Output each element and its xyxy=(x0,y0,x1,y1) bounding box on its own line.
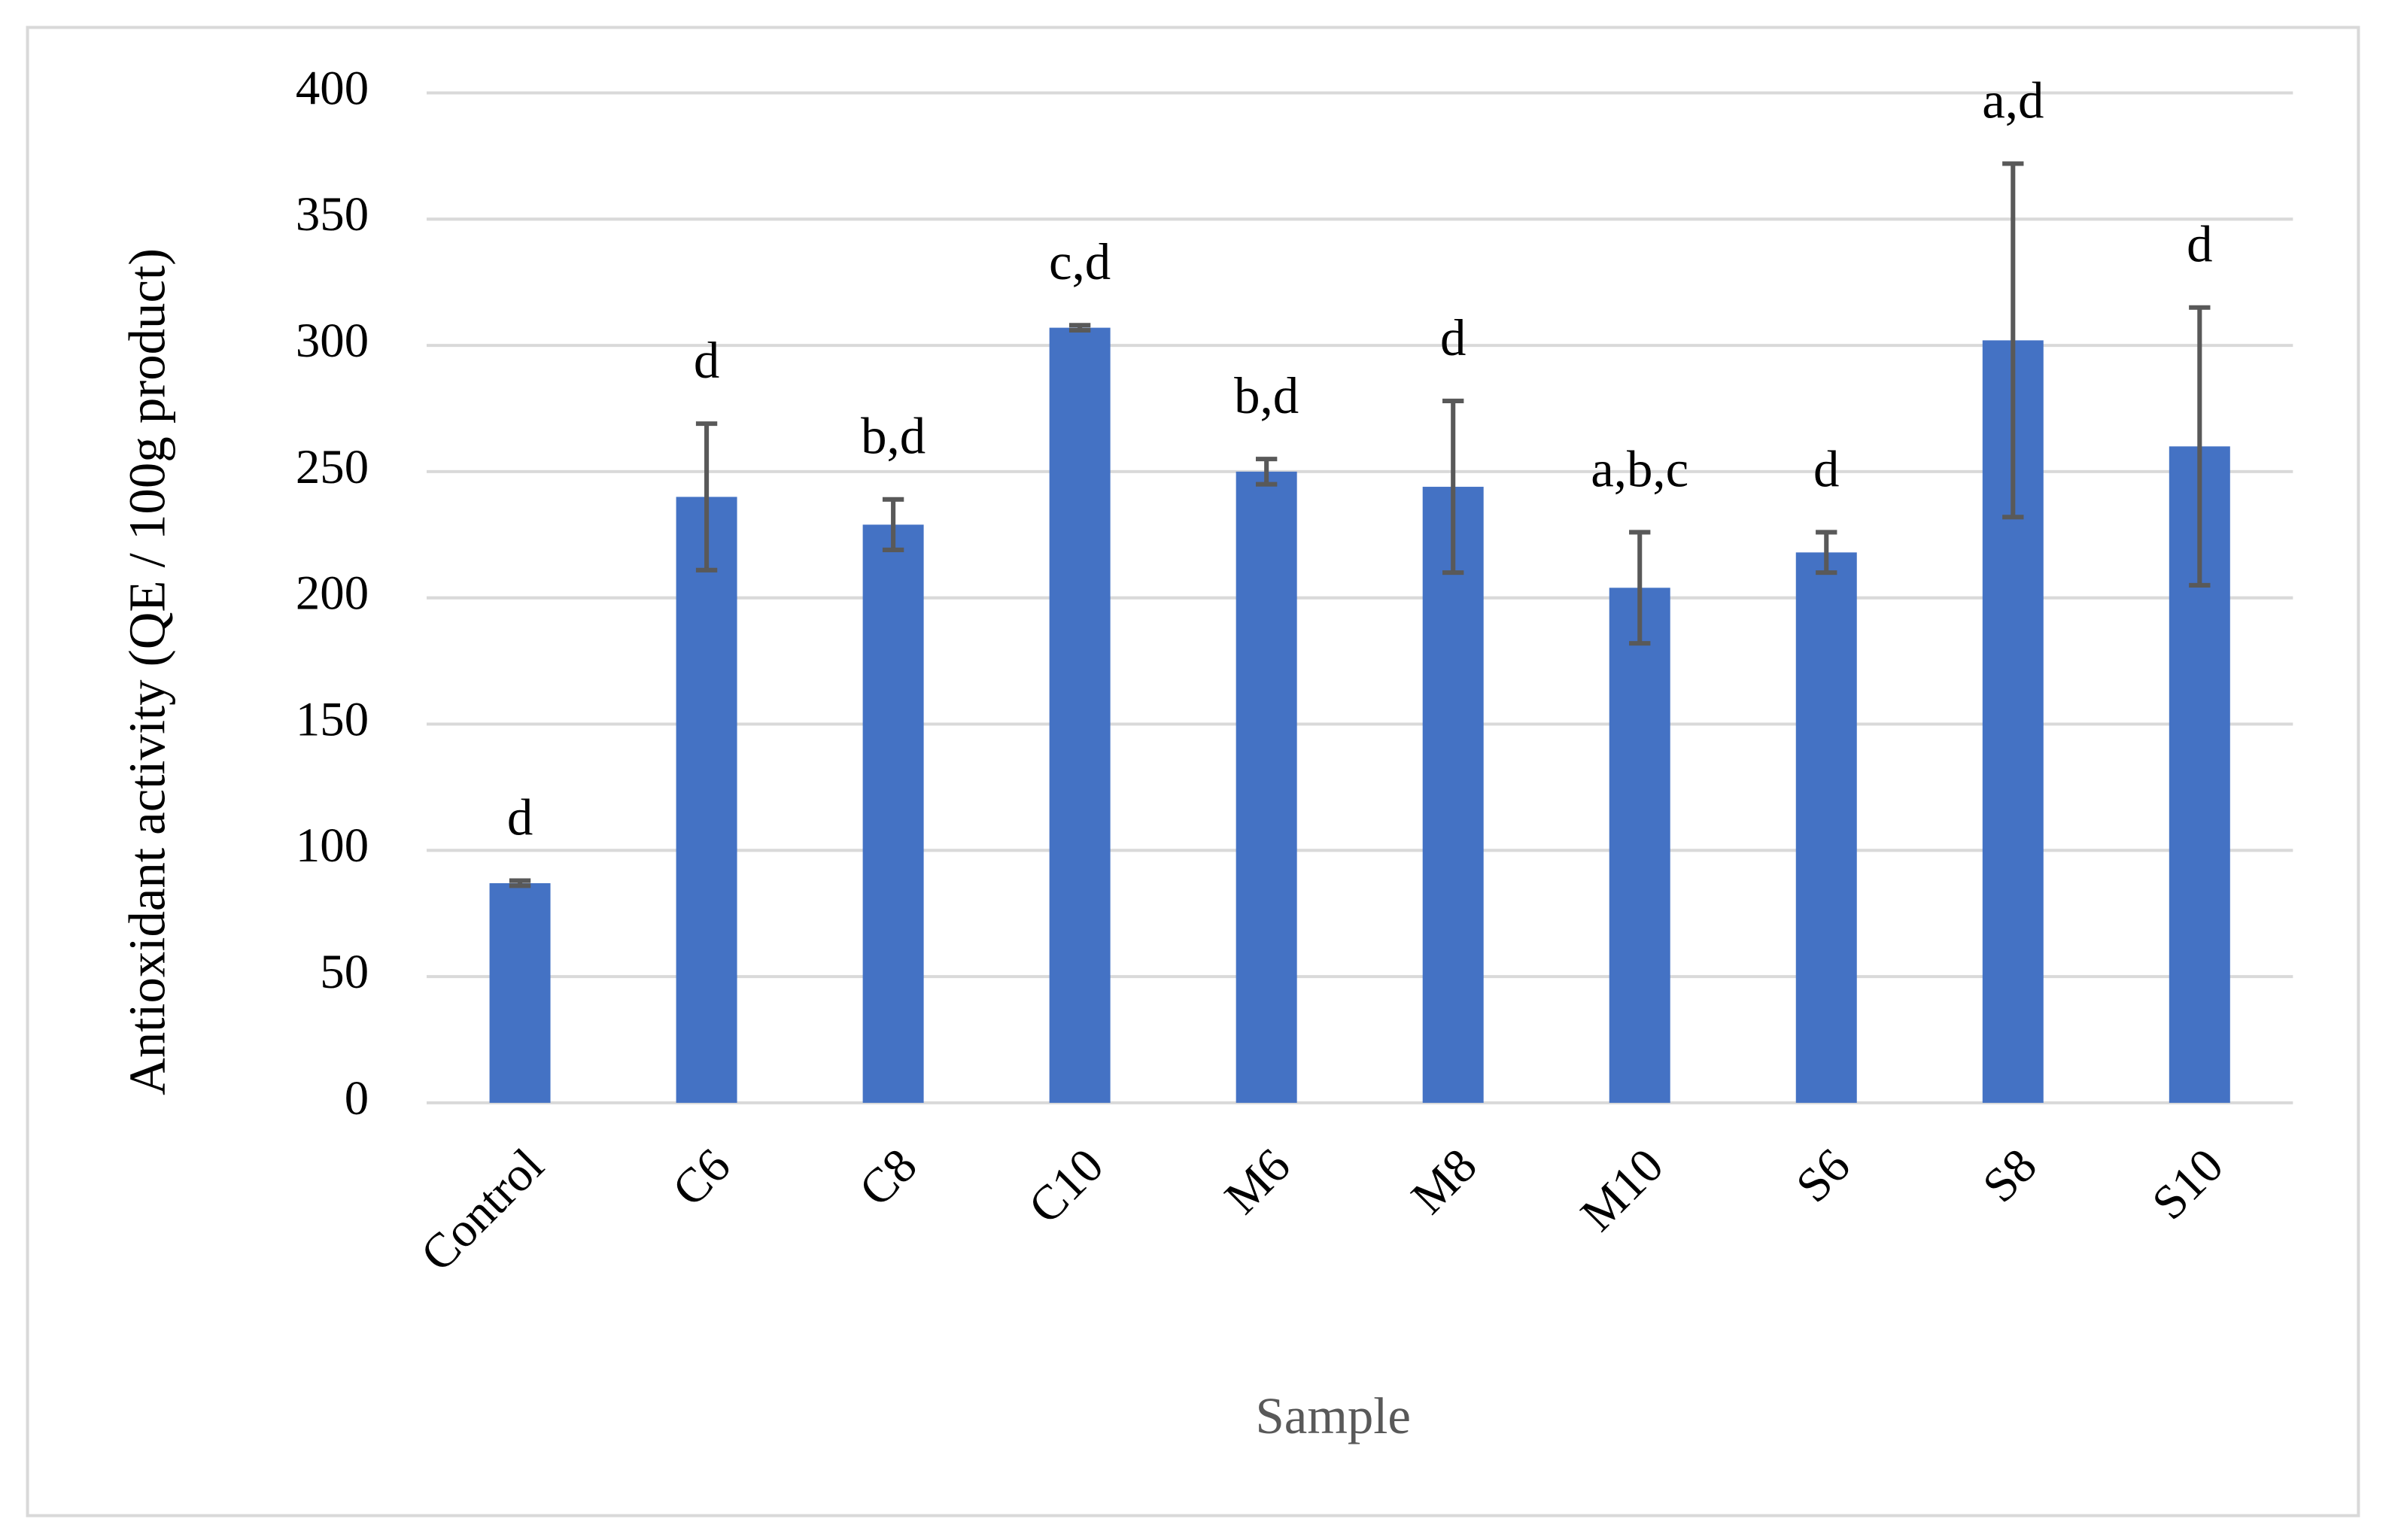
error-bar xyxy=(695,421,718,573)
y-tick-label: 250 xyxy=(296,440,369,494)
y-tick-label: 0 xyxy=(345,1071,369,1125)
annotation: b,d xyxy=(1234,367,1299,424)
bar xyxy=(1236,471,1297,1103)
x-axis-title: Sample xyxy=(1256,1387,1411,1444)
y-tick-label: 50 xyxy=(320,945,369,999)
bar xyxy=(1422,487,1484,1103)
bar xyxy=(862,524,924,1103)
annotation: d xyxy=(694,332,719,389)
error-bar xyxy=(509,878,531,888)
bar xyxy=(676,497,737,1103)
annotation: d xyxy=(1440,309,1466,366)
annotation: a,d xyxy=(1982,71,2044,129)
error-bar xyxy=(1816,530,1837,576)
annotation: d xyxy=(507,788,533,846)
error-bar xyxy=(882,497,904,552)
annotation: c,d xyxy=(1049,233,1111,290)
annotation: a,b,c xyxy=(1591,440,1688,497)
y-tick-label: 100 xyxy=(296,819,369,873)
y-tick-label: 200 xyxy=(296,566,369,621)
y-tick-label: 150 xyxy=(296,692,369,746)
annotation: d xyxy=(1813,440,1839,497)
bar xyxy=(489,882,551,1103)
bar xyxy=(1795,552,1857,1103)
y-tick-label: 350 xyxy=(296,187,369,241)
y-tick-label: 300 xyxy=(296,314,369,368)
annotation: d xyxy=(2187,216,2212,273)
error-bar xyxy=(2189,305,2211,588)
y-axis-title: Antioxidant activity (QE / 100g product) xyxy=(118,248,175,1095)
error-bar xyxy=(2002,161,2024,520)
error-bar xyxy=(1629,530,1651,646)
chart-border xyxy=(26,26,2360,1517)
error-bar xyxy=(1255,457,1278,487)
bar xyxy=(1609,588,1670,1103)
bar xyxy=(1049,327,1111,1103)
error-bar xyxy=(1442,398,1464,576)
y-tick-label: 400 xyxy=(296,61,369,115)
annotation: b,d xyxy=(861,408,926,465)
error-bar xyxy=(1068,323,1091,333)
